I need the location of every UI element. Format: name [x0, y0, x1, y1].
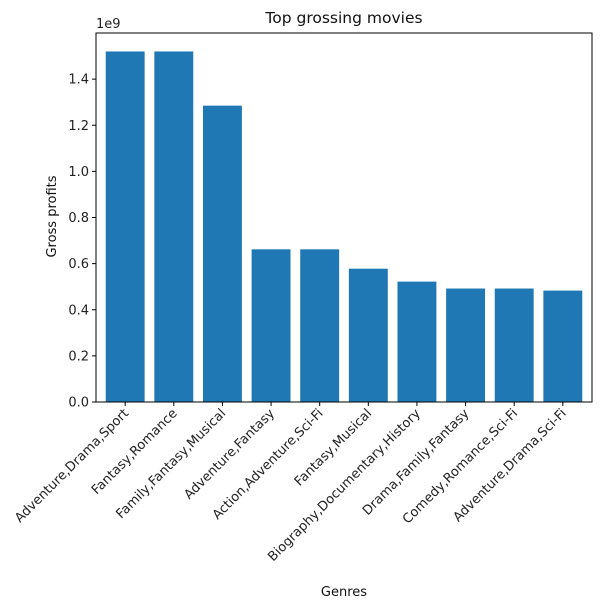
bar-5 [348, 268, 388, 402]
bar-9 [543, 290, 583, 402]
y-tick-label-1: 0.2 [68, 349, 89, 364]
x-axis-label: Genres [321, 585, 367, 600]
bar-2 [202, 105, 242, 402]
bar-0 [105, 51, 145, 402]
x-tick-label-1: Fantasy,Romance [89, 406, 181, 498]
y-tick-label-6: 1.2 [68, 119, 89, 134]
plot-frame [95, 32, 593, 403]
y-axis-ticks: 0.0 0.2 0.4 0.6 0.8 1.0 1.2 1.4 [68, 73, 96, 411]
x-axis-ticks: Adventure,Drama,SportFantasy,RomanceFami… [12, 402, 570, 565]
bar-7 [446, 288, 486, 402]
bars [105, 51, 583, 402]
bar-6 [397, 281, 437, 402]
y-axis-offset-label: 1e9 [96, 17, 121, 32]
bar-1 [154, 51, 194, 402]
y-tick-label-7: 1.4 [68, 73, 89, 88]
y-tick-label-3: 0.6 [68, 257, 89, 272]
y-tick-label-2: 0.4 [68, 303, 89, 318]
bar-8 [494, 288, 534, 402]
y-tick-label-5: 1.0 [68, 165, 89, 180]
bar-4 [300, 249, 340, 402]
y-tick-label-4: 0.8 [68, 211, 89, 226]
bar-3 [251, 249, 291, 402]
chart-title: Top grossing movies [264, 9, 422, 27]
x-tick-label-3: Adventure,Fantasy [181, 406, 278, 503]
y-axis-label: Gross profits [45, 175, 60, 257]
y-tick-label-0: 0.0 [68, 396, 89, 411]
